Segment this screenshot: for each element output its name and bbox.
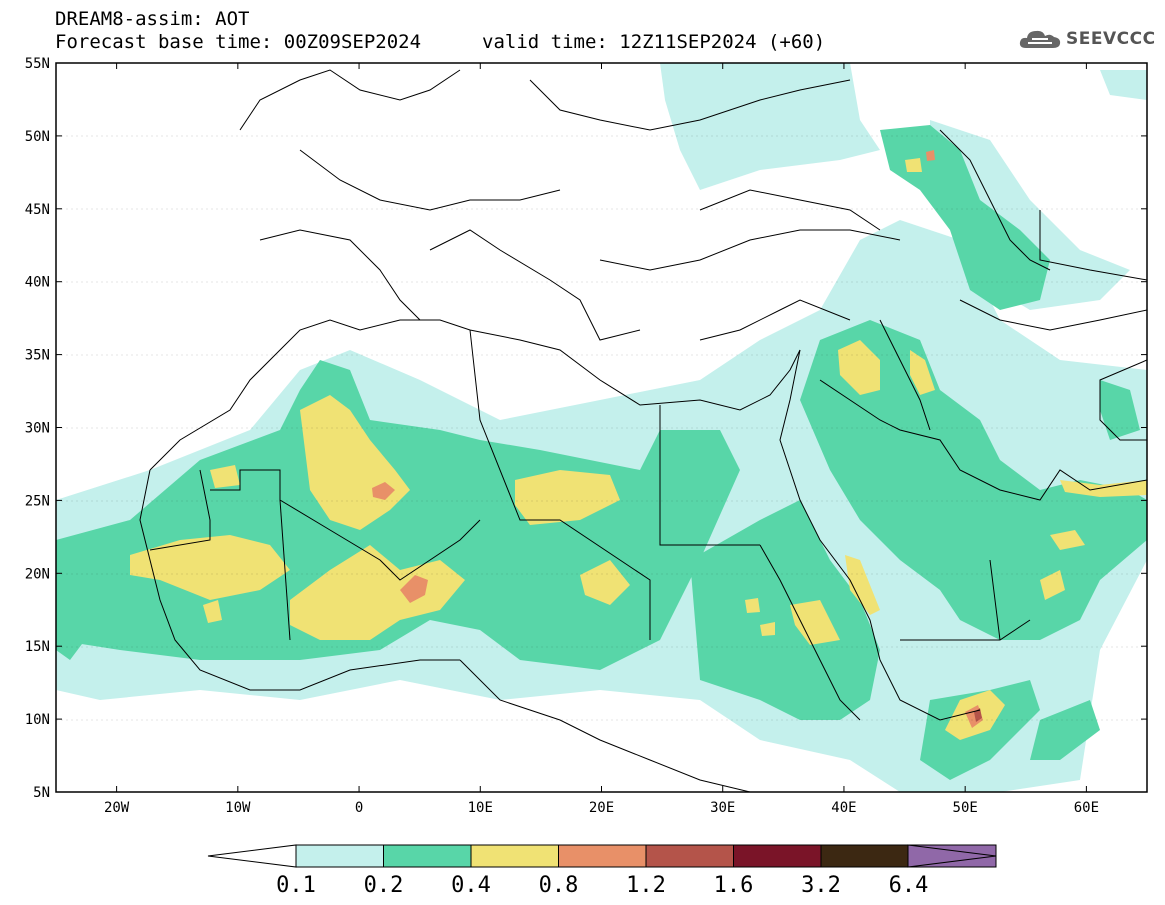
colorbar-swatch — [383, 844, 472, 868]
lat-tick-label: 25N — [25, 493, 50, 509]
colorbar: 0.1 0.2 0.4 0.8 1.2 1.6 3.2 6.4 — [207, 844, 997, 898]
lon-tick-label: 20E — [589, 800, 614, 816]
lon-tick-label: 40E — [831, 800, 856, 816]
colorbar-swatch — [820, 844, 909, 868]
colorbar-label: 3.2 — [801, 873, 841, 898]
colorbar-label: 6.4 — [889, 873, 929, 898]
lon-tick-label: 10E — [468, 800, 493, 816]
colorbar-label: 0.8 — [539, 873, 579, 898]
cloud-icon — [1019, 30, 1061, 48]
lat-tick-label: 40N — [25, 275, 50, 291]
colorbar-label: 1.2 — [626, 873, 666, 898]
lon-tick-label: 30E — [710, 800, 735, 816]
lat-tick-label: 15N — [25, 639, 50, 655]
lon-tick-label: 0 — [355, 800, 363, 816]
lat-tick-label: 35N — [25, 348, 50, 364]
colorbar-label: 0.4 — [451, 873, 491, 898]
aot-level-0.2 — [56, 125, 1147, 780]
colorbar-over-arrow — [907, 844, 997, 868]
lat-tick-label: 45N — [25, 202, 50, 218]
lat-tick-label: 50N — [25, 129, 50, 145]
lon-axis: 20W 10W 0 10E 20E 30E 40E 50E 60E — [104, 63, 1099, 816]
colorbar-label: 0.2 — [364, 873, 404, 898]
forecast-base-time: Forecast base time: 00Z09SEP2024 — [55, 31, 422, 53]
colorbar-label: 1.6 — [714, 873, 754, 898]
colorbar-swatch — [295, 844, 384, 868]
lat-tick-label: 5N — [33, 785, 50, 801]
lon-tick-label: 50E — [953, 800, 978, 816]
lat-tick-label: 55N — [25, 56, 50, 72]
colorbar-swatch — [645, 844, 734, 868]
valid-time: valid time: 12Z11SEP2024 (+60) — [482, 31, 826, 53]
gridlines — [56, 135, 1147, 721]
lat-tick-label: 20N — [25, 566, 50, 582]
colorbar-under-arrow — [207, 844, 297, 868]
colorbar-swatch — [733, 844, 822, 868]
seevccc-logo: SEEVCCC — [1018, 26, 1156, 52]
lat-axis: 5N 10N 15N 20N 25N 30N 35N 40N 45N 50N 55N — [25, 56, 1147, 801]
colorbar-label: 0.1 — [276, 873, 316, 898]
logo-text: SEEVCCC — [1066, 29, 1156, 49]
lon-tick-label: 60E — [1074, 800, 1099, 816]
lat-tick-label: 10N — [25, 712, 50, 728]
colorbar-swatch — [558, 844, 647, 868]
lon-tick-label: 20W — [104, 800, 130, 816]
map-title: DREAM8-assim: AOT — [55, 8, 250, 30]
colorbar-swatch — [470, 844, 559, 868]
lon-tick-label: 10W — [225, 800, 251, 816]
lat-tick-label: 30N — [25, 421, 50, 437]
coastlines — [139, 69, 1147, 792]
